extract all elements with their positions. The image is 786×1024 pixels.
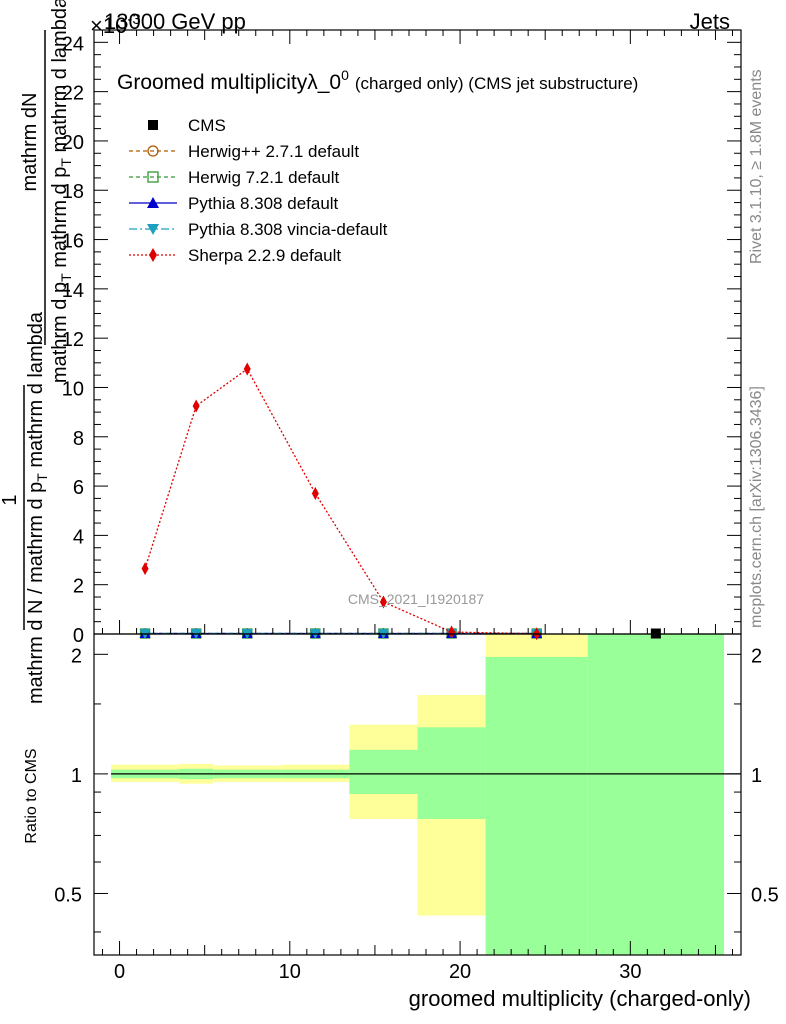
ratio-band-green — [349, 749, 418, 794]
energy-label: 13000 GeV pp — [104, 9, 246, 34]
marker-triangle-up — [147, 197, 159, 208]
ratio-y-tick-label: 0.5 — [54, 884, 82, 906]
main-y-tick-label: 6 — [73, 477, 84, 499]
main-y-tick-label: 18 — [62, 181, 84, 203]
legend-label: Pythia 8.308 default — [188, 194, 339, 213]
marker-diamond — [192, 399, 200, 413]
ratio-panel-frame — [93, 633, 742, 956]
x-tick-label: 30 — [619, 961, 641, 983]
main-y-tick-label: 22 — [62, 83, 84, 105]
x-tick-label: 20 — [449, 961, 471, 983]
category-label: Jets — [690, 9, 730, 34]
ratio-band-green — [417, 727, 486, 819]
mcplots-label: mcplots.cern.ch [arXiv:1306.3436] — [748, 386, 765, 628]
main-y-tick-label: 14 — [62, 280, 84, 302]
marker-diamond — [141, 562, 149, 576]
main-y-tick-label: 24 — [62, 33, 84, 55]
y-label-top: 1 — [0, 494, 21, 505]
marker-open-square — [147, 171, 159, 183]
x-tick-label: 10 — [279, 961, 301, 983]
y-label-bottom: mathrm d N / mathrm d pT mathrm d lambda — [25, 311, 50, 704]
series-5 — [141, 362, 541, 641]
exponent-power: -3 — [127, 11, 140, 28]
ratio-band-layer — [111, 634, 724, 955]
ratio-y-tick-label-right: 2 — [751, 645, 762, 667]
y-label-denominator: mathrm d pT mathrm d pT mathrm d lambda — [49, 0, 74, 383]
legend: CMS Herwig++ 2.7.1 default Herwig 7.2.1 de… — [129, 116, 388, 265]
plot-title: Groomed multiplicityλ_00 (charged only) (… — [117, 67, 638, 94]
main-y-tick-label: 20 — [62, 132, 84, 154]
legend-label: Herwig++ 2.7.1 default — [188, 142, 359, 161]
exponent-label: ×10-3 — [90, 11, 141, 38]
marker-diamond — [448, 625, 456, 639]
ratio-band-green — [485, 656, 588, 955]
marker-diamond — [311, 486, 319, 500]
main-y-tick-label: 0 — [73, 625, 84, 647]
legend-label: Sherpa 2.2.9 default — [188, 246, 341, 265]
marker-diamond — [379, 595, 387, 609]
marker-diamond — [243, 362, 251, 376]
marker-triangle-down — [147, 224, 159, 235]
ratio-band-green — [587, 634, 724, 955]
main-y-tick-label: 2 — [73, 576, 84, 598]
main-y-tick-label: 8 — [73, 428, 84, 450]
ratio-y-tick-label: 1 — [71, 765, 82, 787]
legend-label: Herwig 7.2.1 default — [188, 168, 339, 187]
main-y-tick-label: 4 — [73, 526, 84, 548]
main-y-tick-label: 12 — [62, 329, 84, 351]
x-tick-label: 0 — [114, 961, 125, 983]
ratio-y-tick-label-right: 0.5 — [751, 884, 779, 906]
main-y-tick-label: 10 — [62, 378, 84, 400]
marker-diamond — [149, 248, 157, 262]
legend-label: Pythia 8.308 vincia-default — [188, 220, 388, 239]
main-y-tick-label: 16 — [62, 231, 84, 253]
rivet-label: Rivet 3.1.10, ≥ 1.8M events — [748, 69, 765, 264]
main-y-axis-label-outer: 1 mathrm d N / mathrm d pT mathrm d lamb… — [0, 311, 50, 704]
legend-label: CMS — [188, 116, 226, 135]
ratio-y-tick-label-right: 1 — [751, 765, 762, 787]
marker-square — [148, 120, 158, 130]
main-y-axis-label: mathrm dN mathrm d pT mathrm d pT mathrm… — [19, 0, 74, 383]
y-label-numerator: mathrm dN — [19, 93, 41, 192]
analysis-label: CMS_2021_I1920187 — [348, 591, 484, 607]
x-axis-label: groomed multiplicity (charged-only) — [409, 986, 751, 1011]
marker-open-circle — [147, 145, 159, 157]
ratio-y-tick-label: 2 — [71, 645, 82, 667]
frame-layer — [93, 29, 742, 956]
ratio-y-label: Ratio to CMS — [23, 748, 40, 843]
